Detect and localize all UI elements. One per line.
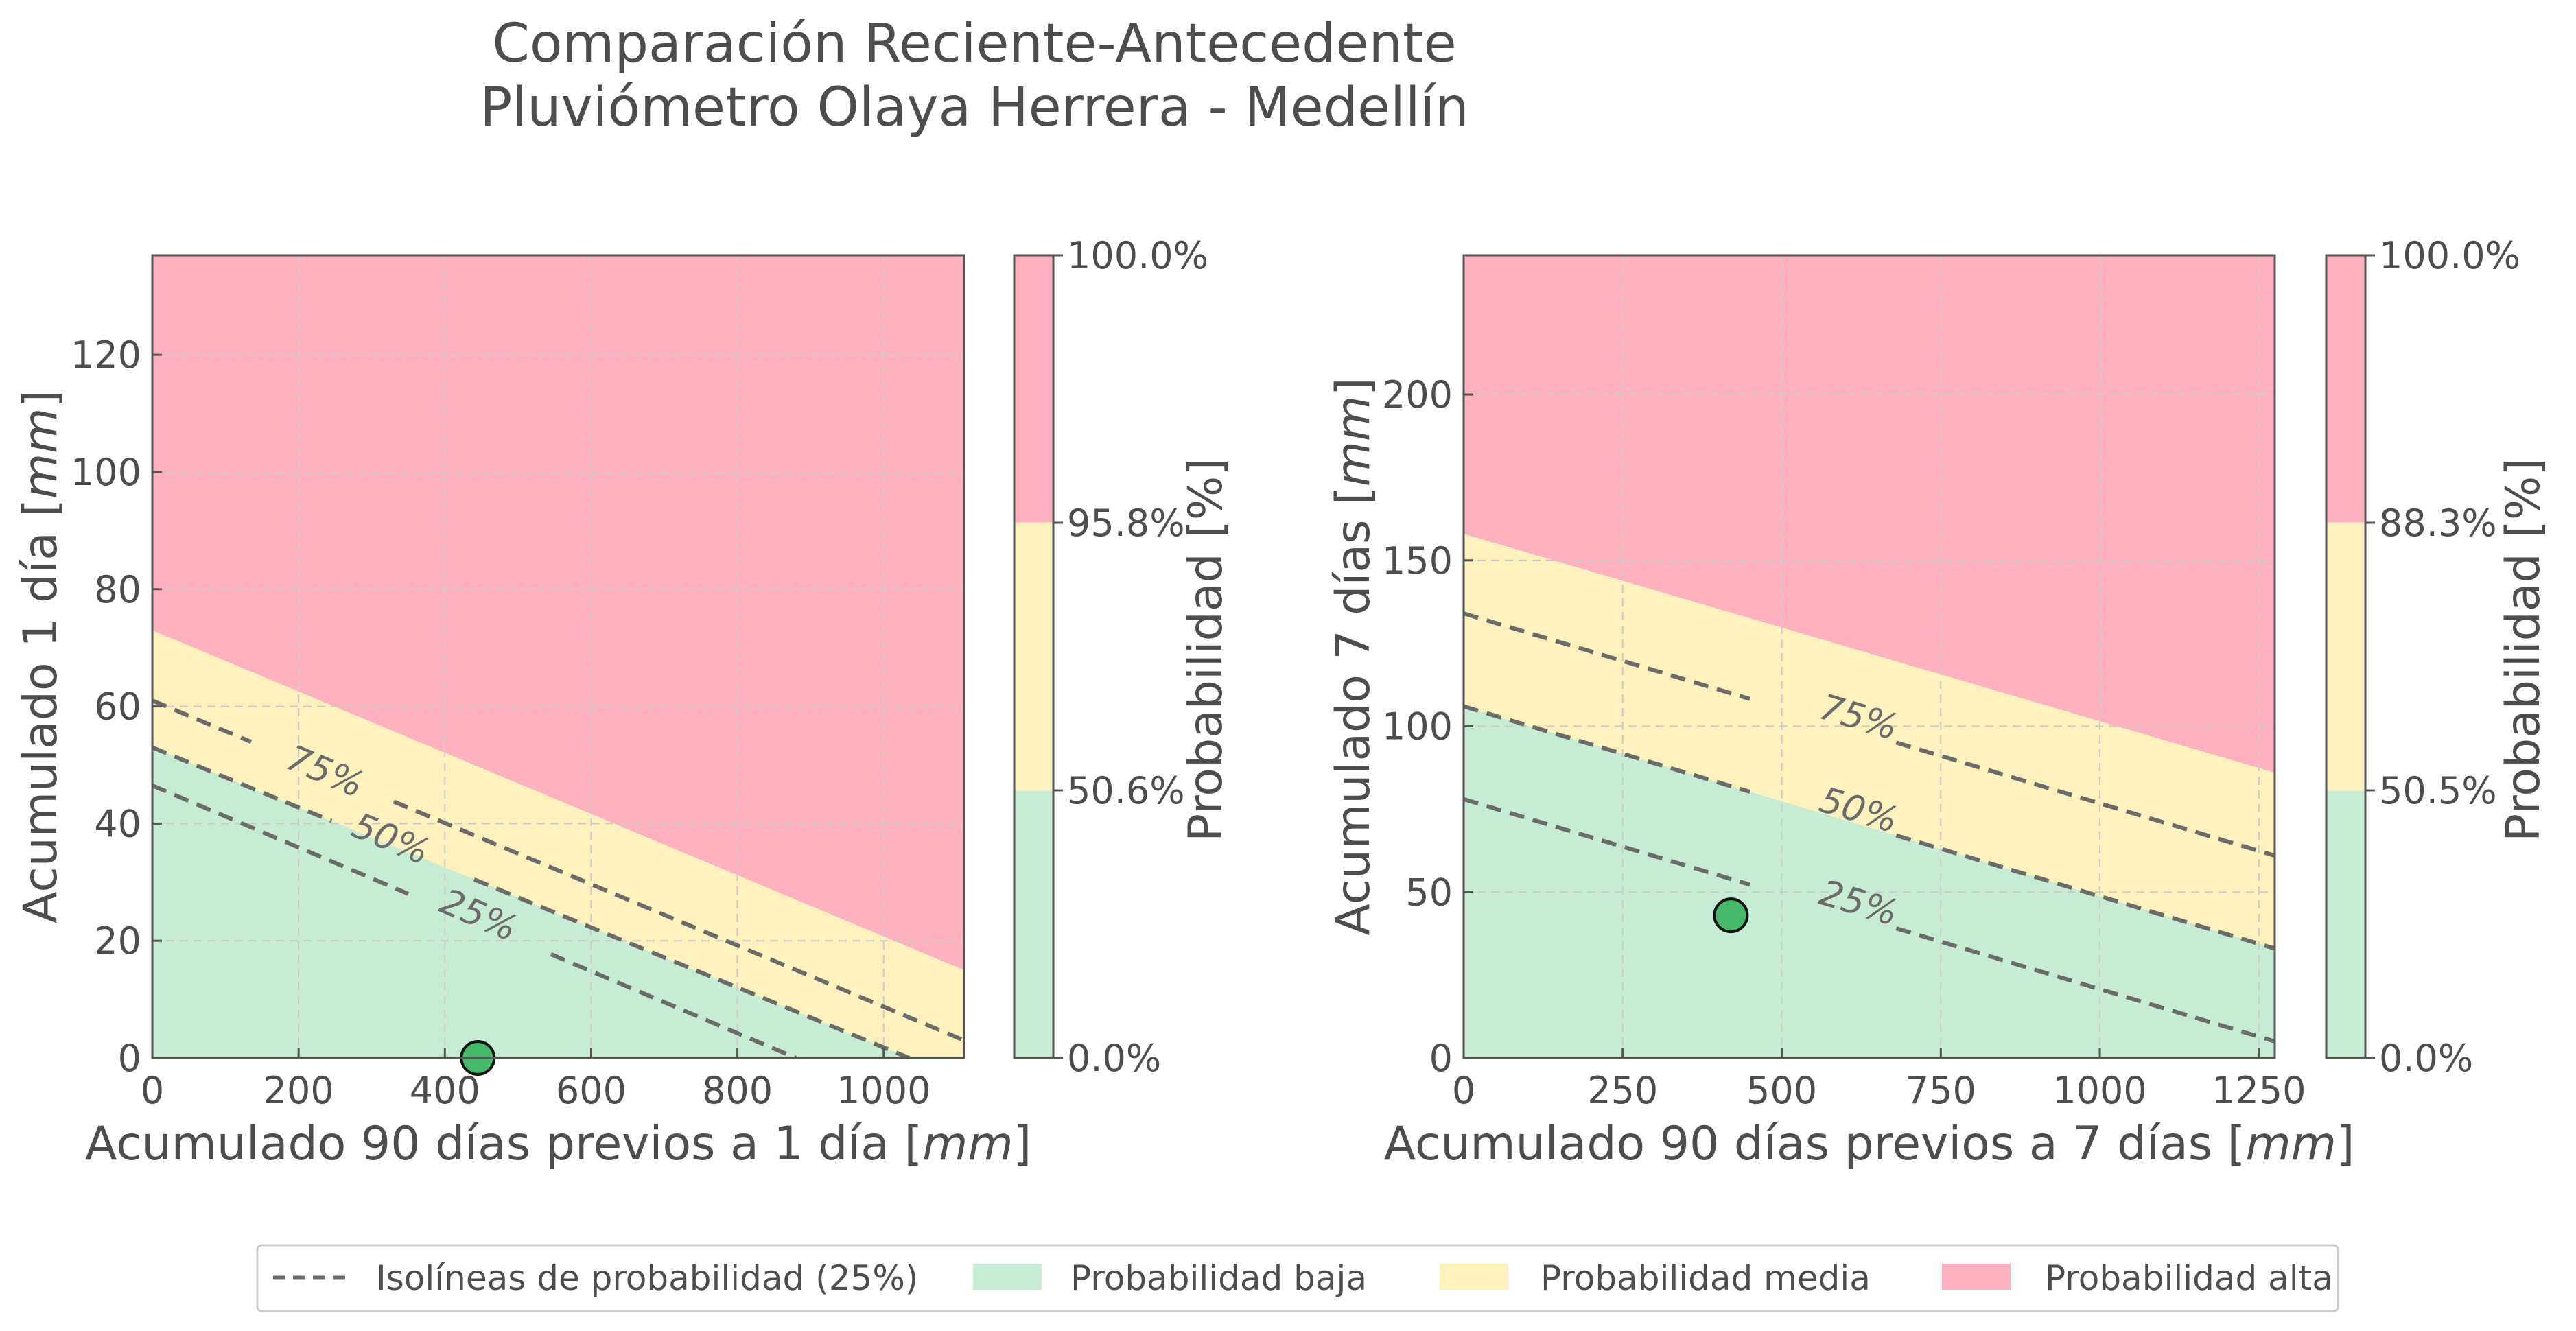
chart-title-line-2: Pluviómetro Olaya Herrera - Medellín bbox=[480, 77, 1468, 139]
left-colorbar-segment-media bbox=[1014, 522, 1053, 791]
legend-media-swatch bbox=[1440, 1264, 1508, 1290]
right-colorbar-label: Probabilidad [%] bbox=[2496, 458, 2551, 842]
right-y-tick-label: 150 bbox=[1382, 539, 1453, 582]
left-colorbar-segment-baja bbox=[1014, 790, 1053, 1058]
right-y-tick-label: 50 bbox=[1405, 871, 1453, 914]
left-y-tick-label: 40 bbox=[94, 802, 141, 845]
right-isoline-75 bbox=[1464, 611, 1751, 701]
left-x-tick-label: 600 bbox=[556, 1069, 627, 1112]
legend-baja-label: Probabilidad baja bbox=[1070, 1258, 1367, 1298]
right-x-tick-label: 0 bbox=[1452, 1069, 1475, 1112]
left-colorbar-tick-label: 0.0% bbox=[1067, 1037, 1161, 1080]
left-x-tick-label: 1000 bbox=[836, 1069, 930, 1112]
left-y-tick-label: 60 bbox=[94, 685, 141, 729]
legend-frame bbox=[256, 1244, 2339, 1312]
left-colorbar-segment-alta bbox=[1014, 255, 1053, 523]
right-colorbar-tick-label: 50.5% bbox=[2379, 769, 2497, 812]
right-isoline-50 bbox=[1895, 833, 2275, 951]
right-isoline-75 bbox=[1895, 740, 2275, 858]
left-y-tick-label: 80 bbox=[94, 568, 141, 611]
left-y-tick-label: 20 bbox=[94, 919, 141, 963]
left-plot-area bbox=[152, 255, 964, 1058]
legend-alta-label: Probabilidad alta bbox=[2045, 1258, 2333, 1298]
left-y-tick-label: 0 bbox=[118, 1037, 141, 1080]
left-x-tick-label: 200 bbox=[264, 1069, 334, 1112]
right-data-point bbox=[1713, 897, 1749, 934]
left-colorbar-tick-label: 50.6% bbox=[1067, 769, 1185, 812]
legend-isoline-label: Isolíneas de probabilidad (25%) bbox=[376, 1258, 918, 1298]
right-y-tick-label: 100 bbox=[1382, 705, 1453, 749]
left-y-tick-label: 120 bbox=[71, 333, 141, 377]
right-y-tick-label: 200 bbox=[1382, 373, 1453, 416]
right-region-baja bbox=[1464, 706, 2275, 1058]
left-colorbar: 0.0% 50.6% 95.8% 100.0% Probabilidad [%] bbox=[1013, 234, 1233, 1080]
right-plot-frame bbox=[1462, 254, 2276, 1059]
left-colorbar-label: Probabilidad [%] bbox=[1179, 458, 1233, 842]
right-colorbar-tick-label: 0.0% bbox=[2379, 1037, 2473, 1080]
right-x-tick-label: 1250 bbox=[2212, 1069, 2306, 1112]
right-x-tick-label: 1000 bbox=[2052, 1069, 2146, 1112]
right-colorbar-segment-media bbox=[2326, 522, 2365, 791]
right-x-tick-label: 250 bbox=[1587, 1069, 1658, 1112]
left-x-tick-label: 800 bbox=[702, 1069, 773, 1112]
right-plot-area bbox=[1464, 255, 2275, 1058]
right-colorbar-tick-label: 100.0% bbox=[2379, 234, 2520, 277]
right-x-tick-label: 750 bbox=[1906, 1069, 1976, 1112]
right-isoline-25 bbox=[1895, 926, 2275, 1044]
legend-media-label: Probabilidad media bbox=[1541, 1258, 1871, 1298]
right-isoline-50 bbox=[1464, 704, 1751, 794]
left-isoline-25 bbox=[550, 952, 797, 1058]
left-x-axis-label: Acumulado 90 días previos a 1 día [mm] bbox=[85, 1117, 1031, 1171]
right-chart-panel: 75%50%25%0 250 500 750 1000 1250050100150200A… bbox=[1326, 234, 2551, 1171]
right-colorbar-tick-label: 88.3% bbox=[2379, 502, 2497, 545]
legend-alta-swatch bbox=[1942, 1264, 2011, 1290]
left-y-axis-label: Acumulado 1 día [mm] bbox=[14, 390, 68, 923]
legend-baja-swatch bbox=[973, 1264, 1042, 1290]
left-colorbar-tick-label: 100.0% bbox=[1067, 234, 1208, 277]
right-colorbar-segment-baja bbox=[2326, 790, 2365, 1058]
right-y-tick-label: 0 bbox=[1429, 1037, 1453, 1080]
left-colorbar-tick-label: 95.8% bbox=[1067, 502, 1185, 545]
left-y-tick-label: 100 bbox=[71, 451, 141, 494]
left-isoline-50 bbox=[473, 877, 911, 1058]
right-colorbar-segment-alta bbox=[2326, 255, 2365, 523]
right-colorbar: 0.0% 50.5% 88.3% 100.0% Probabilidad [%] bbox=[2325, 234, 2551, 1080]
chart-title-line-1: Comparación Reciente-Antecedente bbox=[492, 13, 1456, 75]
right-x-axis-label: Acumulado 90 días previos a 7 días [mm] bbox=[1384, 1117, 2355, 1171]
left-isoline-75 bbox=[393, 799, 964, 1043]
left-isoline-75 bbox=[152, 698, 253, 744]
right-colorbar-frame bbox=[2325, 254, 2367, 1059]
left-plot-frame bbox=[151, 254, 965, 1059]
left-colorbar-frame bbox=[1013, 254, 1055, 1059]
left-chart-panel: 75%50%25%0 200 400 600 800 100002040608010012… bbox=[14, 234, 1233, 1171]
right-isoline-25 bbox=[1464, 797, 1751, 887]
left-x-tick-label: 0 bbox=[141, 1069, 164, 1112]
left-x-tick-label: 400 bbox=[410, 1069, 480, 1112]
right-y-axis-label: Acumulado 7 días [mm] bbox=[1326, 377, 1381, 935]
right-x-tick-label: 500 bbox=[1746, 1069, 1817, 1112]
left-isoline-50 bbox=[152, 745, 333, 823]
legend: Isolíneas de probabilidad (25%) Probabil… bbox=[256, 1244, 2339, 1312]
